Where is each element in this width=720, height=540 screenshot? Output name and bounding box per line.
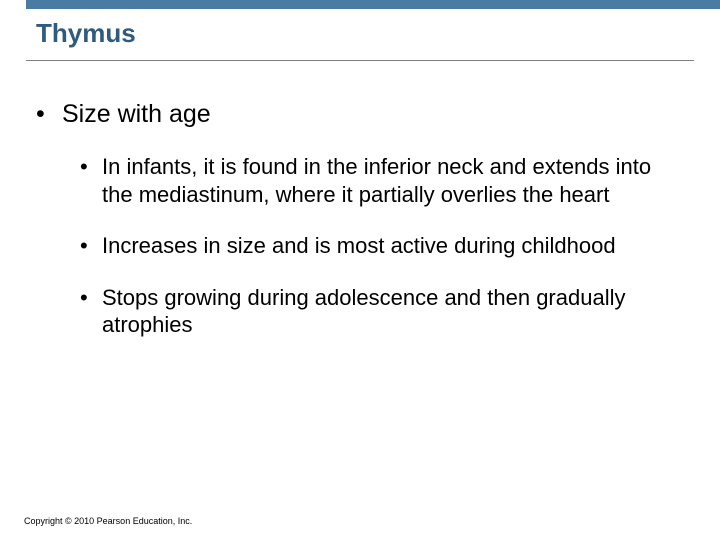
bullet-level2-text: Stops growing during adolescence and the… <box>102 284 684 339</box>
slide-title: Thymus <box>36 18 136 49</box>
bullet-level2-text: In infants, it is found in the inferior … <box>102 153 684 208</box>
bullet-level1-row: • Size with age <box>36 100 684 129</box>
bullet-marker: • <box>80 284 102 312</box>
bullet-level2-text: Increases in size and is most active dur… <box>102 232 616 260</box>
slide: Thymus • Size with age • In infants, it … <box>0 0 720 540</box>
bullet-level1-text: Size with age <box>62 100 211 129</box>
title-underline <box>26 60 694 61</box>
bullet-level2-item: • Stops growing during adolescence and t… <box>80 284 684 339</box>
copyright-text: Copyright © 2010 Pearson Education, Inc. <box>24 516 192 526</box>
top-accent-bar <box>26 0 720 9</box>
bullet-level2-item: • Increases in size and is most active d… <box>80 232 684 260</box>
bullet-marker: • <box>36 100 62 129</box>
bullet-level2-item: • In infants, it is found in the inferio… <box>80 153 684 208</box>
bullet-marker: • <box>80 232 102 260</box>
bullet-marker: • <box>80 153 102 181</box>
bullet-level1: • Size with age • In infants, it is foun… <box>36 100 684 339</box>
content-area: • Size with age • In infants, it is foun… <box>36 100 684 363</box>
bullet-level2-group: • In infants, it is found in the inferio… <box>80 153 684 339</box>
